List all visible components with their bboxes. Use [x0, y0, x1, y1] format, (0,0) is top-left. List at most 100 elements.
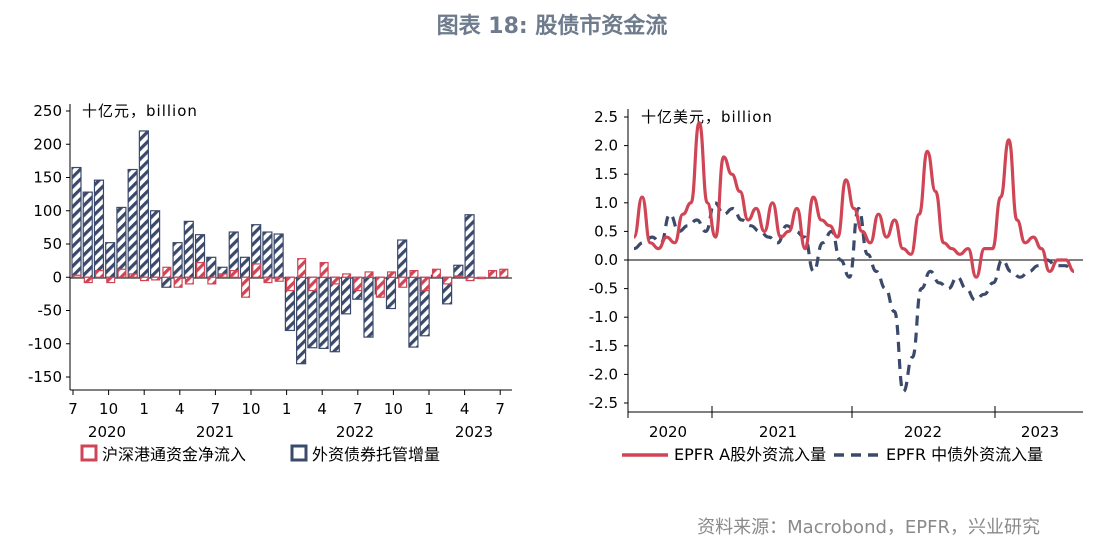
- left-ytick-label: 100: [33, 202, 62, 220]
- bar-bond-custody: [150, 210, 161, 278]
- bar-bond-custody: [116, 206, 127, 278]
- line-bond-inflow: [633, 201, 1075, 394]
- bar-northbound: [386, 271, 397, 278]
- bar-bond-custody: [71, 166, 82, 278]
- bar-bond-custody: [93, 179, 105, 278]
- bar-bond-custody: [408, 276, 419, 348]
- bar-northbound: [83, 276, 93, 284]
- bar-bond-custody: [296, 276, 307, 365]
- right-ytick-label: -0.5: [589, 280, 618, 298]
- bar-northbound: [297, 258, 307, 278]
- bar-bond-custody: [239, 256, 251, 278]
- bar-bond-custody: [82, 191, 93, 278]
- bar-northbound: [375, 276, 385, 298]
- left-year-label: 2020: [88, 423, 126, 441]
- bar-northbound: [207, 276, 217, 285]
- left-xtick-label: 7: [353, 400, 363, 418]
- figure-title: 图表 18: 股债市资金流: [436, 14, 668, 39]
- bar-northbound: [274, 276, 284, 282]
- right-ytick-label: 2.5: [594, 108, 618, 126]
- right-year-label: 2022: [904, 423, 942, 441]
- bar-bond-custody: [172, 242, 183, 278]
- left-ytick-label: -100: [28, 335, 62, 353]
- bar-bond-custody: [262, 231, 273, 278]
- right-unit-label: 十亿美元，billion: [641, 108, 773, 126]
- bar-northbound: [218, 273, 228, 278]
- bar-northbound: [476, 276, 486, 280]
- left-xtick-label: 4: [317, 400, 327, 418]
- legend-label-bond: EPFR 中债外资流入量: [886, 445, 1043, 464]
- bar-northbound: [94, 270, 105, 278]
- bar-bond-custody: [273, 233, 284, 278]
- right-legend: EPFR A股外资流入量 EPFR 中债外资流入量: [622, 445, 1043, 464]
- bar-northbound: [499, 268, 509, 278]
- bar-bond-custody: [127, 168, 138, 278]
- bar-northbound: [229, 270, 239, 278]
- bar-northbound: [139, 276, 149, 282]
- bar-northbound: [488, 270, 498, 278]
- left-bar-chart: 十亿元，billion 250 200 150 100 50 0 -50 -100 -150 7…: [28, 102, 512, 441]
- right-ytick-label: -1.5: [589, 337, 618, 355]
- bar-northbound: [465, 276, 475, 282]
- left-ytick-label: -150: [28, 368, 62, 386]
- right-year-label: 2021: [759, 423, 797, 441]
- legend-swatch-red: [80, 444, 98, 462]
- bar-northbound: [263, 276, 273, 284]
- bar-northbound: [398, 276, 408, 288]
- right-ytick-label: -1.0: [589, 308, 618, 326]
- left-ytick-label: 0: [52, 268, 62, 286]
- bar-bond-custody: [340, 276, 352, 315]
- left-ytick-label: 50: [43, 235, 62, 253]
- line-ashare-inflow: [632, 121, 1075, 279]
- left-xtick-label: 1: [139, 400, 149, 418]
- left-year-label: 2022: [336, 423, 374, 441]
- right-year-label: 2020: [649, 423, 687, 441]
- source-note: 资料来源：Macrobond，EPFR，兴业研究: [697, 517, 1040, 538]
- bar-northbound: [285, 276, 295, 292]
- left-xtick-label: 4: [460, 400, 470, 418]
- bar-northbound: [173, 276, 183, 288]
- left-year-label: 2021: [196, 423, 234, 441]
- left-xtick-label: 10: [241, 400, 260, 418]
- right-ytick-label: 0.5: [594, 222, 618, 240]
- left-ytick-label: 200: [33, 135, 62, 153]
- bar-bond-custody: [138, 130, 149, 278]
- bar-northbound: [252, 263, 262, 278]
- bar-northbound: [308, 276, 318, 292]
- bar-bond-custody: [183, 220, 194, 278]
- bar-bond-custody: [318, 276, 329, 350]
- legend-label-bond-custody: 外资债券托管增量: [312, 445, 440, 464]
- left-xtick-label: 7: [211, 400, 221, 418]
- left-legend: 沪深港通资金净流入 外资债券托管增量: [80, 444, 440, 464]
- bar-bond-custody: [363, 276, 374, 338]
- bar-northbound: [151, 276, 161, 281]
- bar-northbound: [420, 276, 430, 292]
- left-year-label: 2023: [455, 423, 493, 441]
- bar-northbound: [353, 276, 363, 292]
- bar-northbound: [342, 273, 352, 278]
- left-xtick-label: 4: [175, 400, 185, 418]
- left-xtick-label: 10: [384, 400, 403, 418]
- left-xtick-label: 7: [68, 400, 78, 418]
- left-xtick-label: 10: [99, 400, 118, 418]
- bar-bond-custody: [397, 239, 408, 278]
- bar-northbound: [330, 276, 340, 285]
- bar-northbound: [196, 262, 206, 278]
- left-xtick-label: 7: [495, 400, 505, 418]
- legend-label-northbound: 沪深港通资金净流入: [102, 445, 246, 464]
- bar-bond-custody: [206, 256, 217, 278]
- bar-northbound: [106, 276, 116, 284]
- left-ytick-label: 250: [33, 102, 62, 120]
- right-ytick-label: -2.0: [589, 365, 618, 383]
- bar-northbound: [364, 271, 374, 278]
- left-xtick-label: 1: [282, 400, 292, 418]
- bar-northbound: [454, 275, 464, 278]
- left-xtick-label: 1: [424, 400, 434, 418]
- bar-bond-custody: [329, 276, 340, 353]
- left-ytick-label: -50: [38, 302, 63, 320]
- bar-bond-custody: [464, 214, 475, 278]
- bar-northbound: [431, 268, 441, 278]
- legend-label-ashare: EPFR A股外资流入量: [674, 445, 826, 464]
- legend-swatch-navy: [290, 444, 308, 462]
